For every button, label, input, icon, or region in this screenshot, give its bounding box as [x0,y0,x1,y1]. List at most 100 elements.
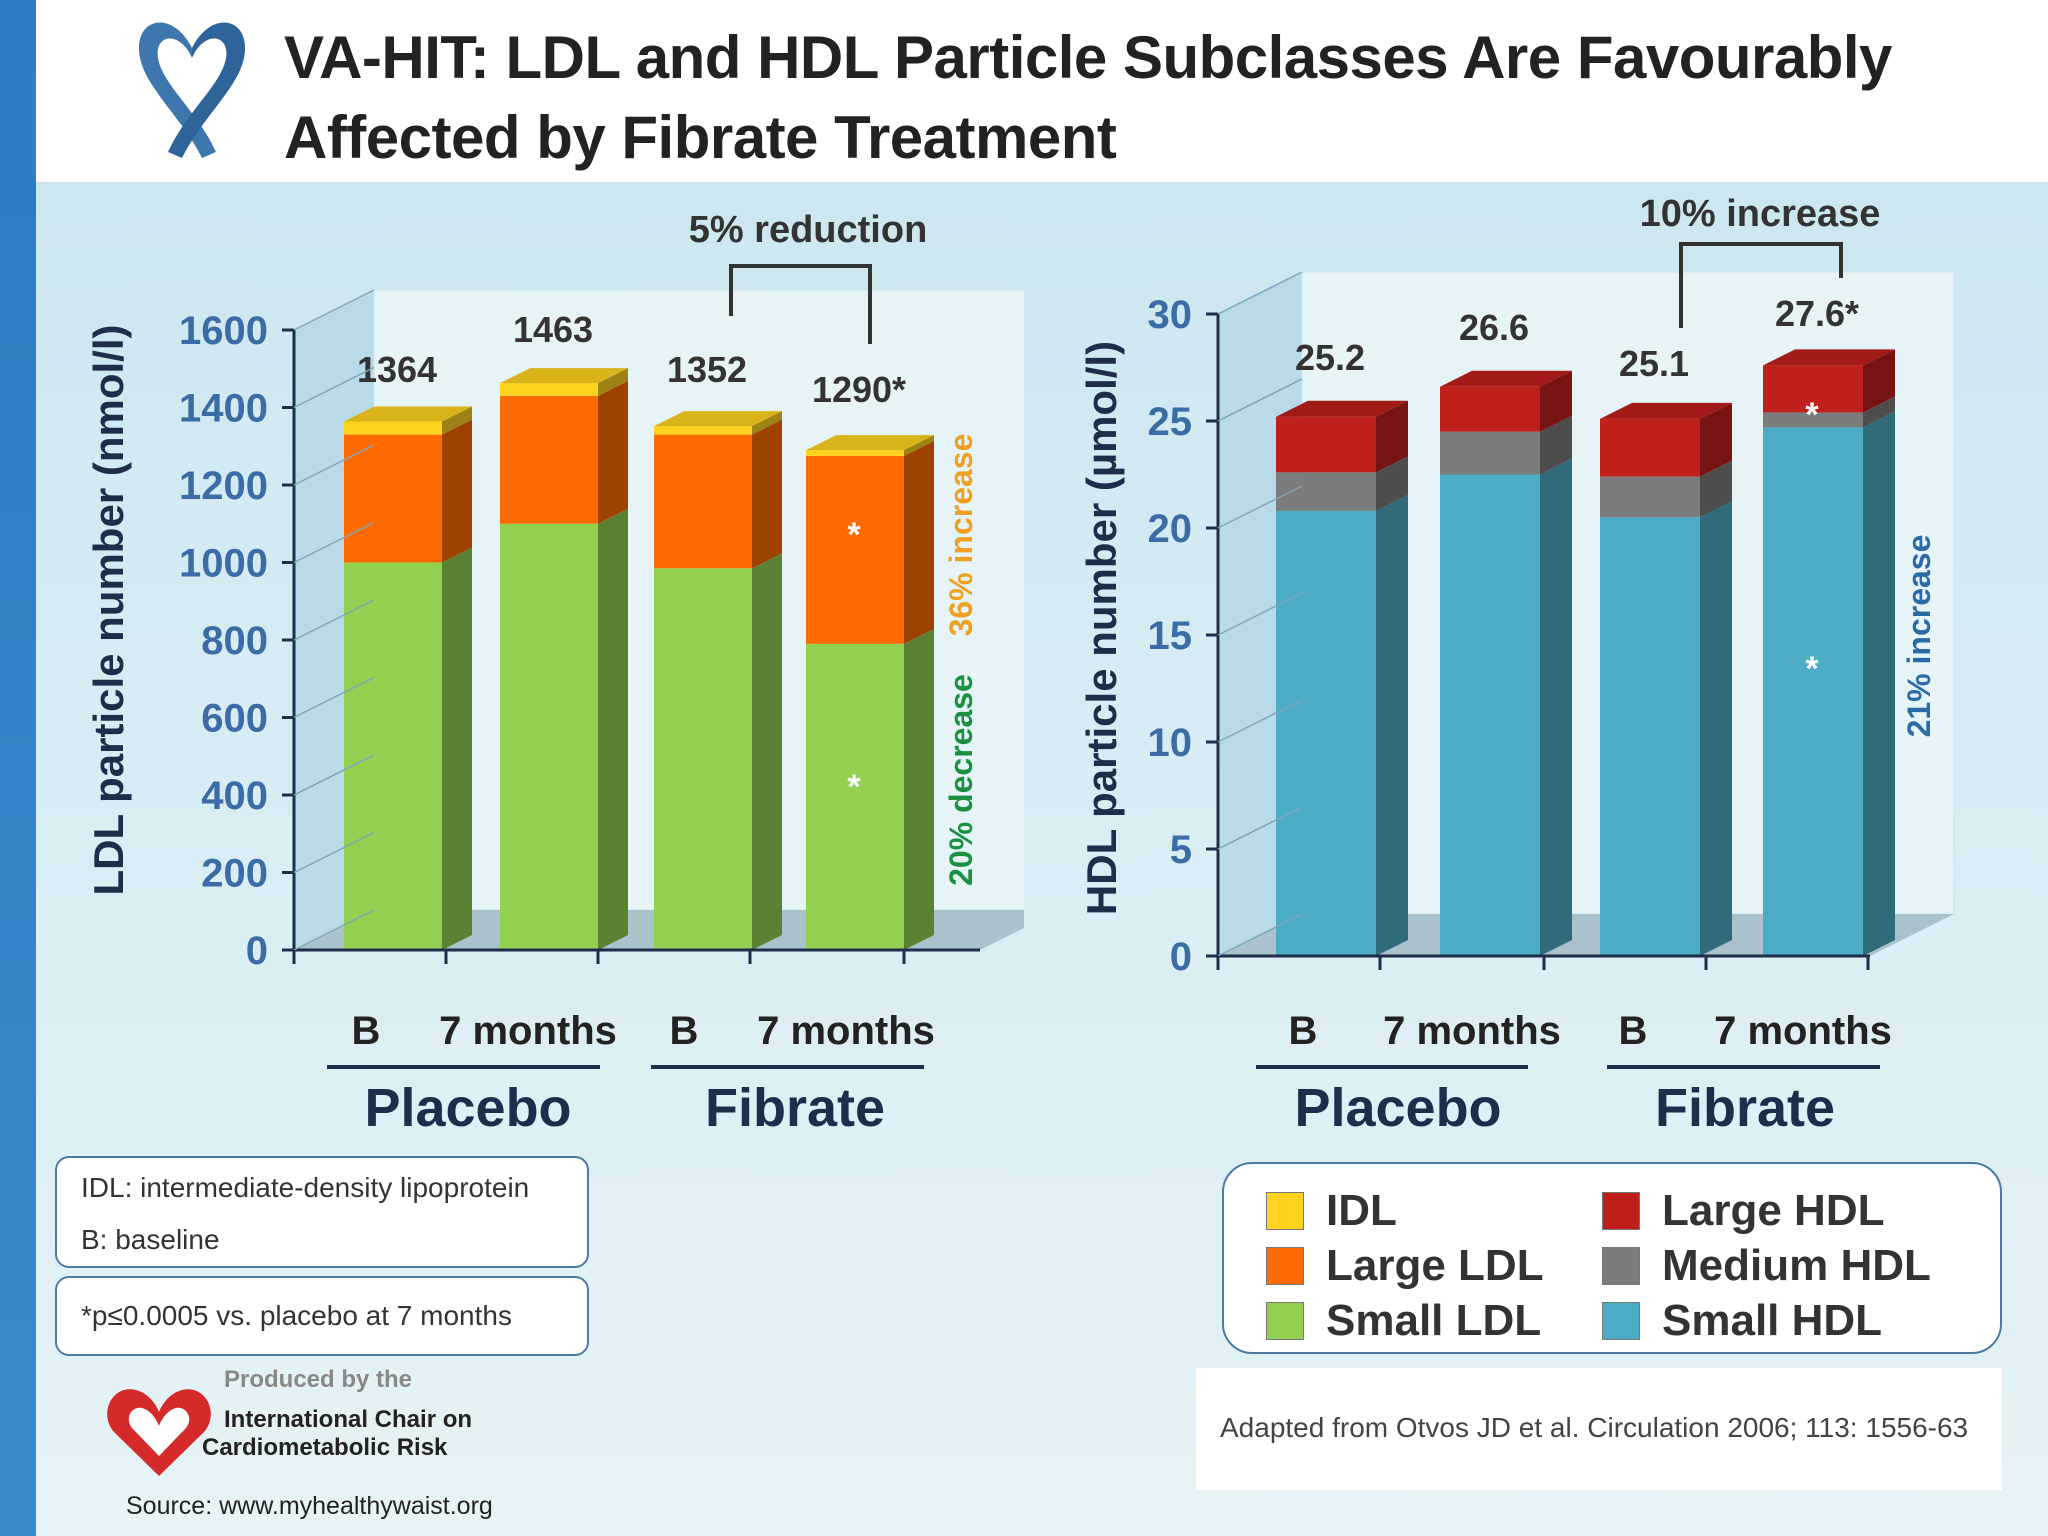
ldl-group-2: Fibrate [705,1078,885,1138]
legend-label-large-hdl: Large HDL [1662,1186,1885,1235]
citation-text: Adapted from Otvos JD et al. Circulation… [1220,1412,1969,1443]
producer-line-2: International Chair on [224,1406,473,1433]
ldl-gridline [293,831,375,874]
title-line-2: Affected by Fibrate Treatment [284,104,1117,171]
ldl-bracket-label: 5% reduction [689,209,928,251]
ldl-group-1: Placebo [364,1078,571,1138]
hdl-gridline [1217,378,1303,422]
hdl-bar-top-4 [1763,349,1895,366]
ldl-ytick-label: 0 [246,929,268,973]
heart-logo-icon [107,1389,211,1476]
ldl-asterisk-2: * [847,768,861,806]
ldl-bar-side-idl-4 [904,435,934,456]
ldl-gridline [293,444,375,486]
legend: IDL Large LDL Small LDL Large HDL Medium… [1222,1162,2002,1354]
ldl-ytick-label: 1200 [179,464,268,508]
legend-label-idl: IDL [1326,1186,1397,1235]
legend-label-large-ldl: Large LDL [1326,1241,1544,1290]
ldl-bar-large-ldl-2 [500,395,598,524]
hdl-bar-large-hdl-2 [1440,386,1540,432]
legend-swatch-small-ldl [1266,1302,1304,1340]
hdl-asterisk-2: * [1805,650,1819,688]
hdl-bar-small-hdl-4 [1763,427,1863,956]
legend-item-large-ldl: Large LDL [1266,1241,1544,1291]
hdl-bar-medium-hdl-4 [1763,412,1863,428]
ldl-bar-side-idl-2 [598,368,628,396]
ldl-bar-small-ldl-2 [500,523,598,950]
ldl-bar-side-idl-1 [442,406,472,435]
ldl-bar-small-ldl-3 [654,568,752,950]
ldl-bar-side-small-ldl-1 [442,547,472,950]
abbrev-baseline: B: baseline [81,1224,220,1255]
hdl-gridline [1217,699,1303,743]
ldl-ytick-label: 1400 [179,387,268,431]
ldl-bar-idl-1 [344,421,442,435]
hdl-bar-top-3 [1600,402,1732,419]
hdl-bar-side-small-hdl-3 [1700,501,1732,956]
legend-label-small-hdl: Small HDL [1662,1296,1883,1345]
ldl-cat-3: B [670,1009,699,1053]
ldl-bar-top-3 [654,411,782,427]
hdl-ytick-label: 25 [1148,400,1193,444]
ldl-ytick-label: 600 [201,697,268,741]
ldl-gridline [293,754,375,796]
hdl-bar-side-medium-hdl-1 [1376,456,1408,511]
hdl-ytick-label: 15 [1148,614,1193,658]
ldl-total-label-2: 1463 [513,309,593,350]
hdl-bar-side-medium-hdl-4 [1863,396,1895,428]
ldl-bar-top-1 [344,406,472,422]
hdl-bar-side-large-hdl-2 [1540,370,1572,432]
ldl-ylabel: LDL particle number (nmol/l) [85,325,132,896]
abbreviations-note: IDL: intermediate-density lipoprotein B:… [55,1156,589,1268]
ribbon-heart-icon [138,22,246,158]
ldl-small-decrease: 20% decrease [943,674,979,886]
ldl-bar-side-small-ldl-2 [598,508,628,950]
hdl-gridline [1217,592,1303,636]
abbrev-idl: IDL: intermediate-density lipoprotein [81,1172,530,1203]
hdl-ytick-label: 5 [1170,828,1192,872]
ldl-gridline [293,289,375,331]
ldl-bar-side-idl-3 [752,411,782,435]
hdl-bar-side-small-hdl-4 [1863,411,1895,956]
hdl-gridline [1217,806,1303,850]
ldl-asterisk-1: * [847,516,861,554]
legend-item-medium-hdl: Medium HDL [1602,1241,1931,1291]
producer-logo: Produced by the International Chair on C… [104,1360,504,1480]
hdl-gridline [1217,271,1303,315]
hdl-bar-side-large-hdl-4 [1863,349,1895,413]
ldl-bar-large-ldl-4 [806,455,904,644]
hdl-total-label-3: 25.1 [1619,343,1689,384]
hdl-bar-medium-hdl-3 [1600,476,1700,518]
ldl-ytick-label: 400 [201,774,268,818]
ldl-cat-4: 7 months [757,1009,935,1053]
legend-swatch-large-ldl [1266,1247,1304,1285]
ldl-ytick-label: 1000 [179,542,268,586]
ldl-bar-idl-2 [500,383,598,396]
legend-item-idl: IDL [1266,1186,1397,1236]
hdl-bar-small-hdl-2 [1440,474,1540,956]
ldl-gridline [293,909,375,951]
hdl-bar-top-1 [1276,400,1408,417]
legend-swatch-idl [1266,1192,1304,1230]
ldl-bar-side-large-ldl-3 [752,419,782,569]
source-text: Source: www.myhealthywaist.org [126,1492,493,1520]
legend-swatch-small-hdl [1602,1302,1640,1340]
hdl-bar-top-2 [1440,370,1572,387]
ldl-bar-side-large-ldl-4 [904,440,934,644]
ldl-cat-1: B [352,1009,381,1053]
ldl-bar-idl-4 [806,450,904,456]
hdl-ytick-label: 10 [1148,721,1193,765]
hdl-bar-large-hdl-1 [1276,416,1376,473]
producer-line-3: Cardiometabolic Risk [202,1434,448,1461]
hdl-bar-large-hdl-3 [1600,418,1700,477]
hdl-gridline [1217,485,1303,529]
ldl-bar-side-large-ldl-2 [598,380,628,524]
ldl-large-increase: 36% increase [943,434,979,637]
hdl-total-label-4: 27.6* [1775,293,1859,334]
ldl-bar-side-small-ldl-3 [752,553,782,950]
ldl-bar-large-ldl-1 [344,434,442,563]
ldl-gridline [293,366,375,409]
legend-item-large-hdl: Large HDL [1602,1186,1884,1236]
hdl-cat-1: B [1289,1009,1318,1053]
